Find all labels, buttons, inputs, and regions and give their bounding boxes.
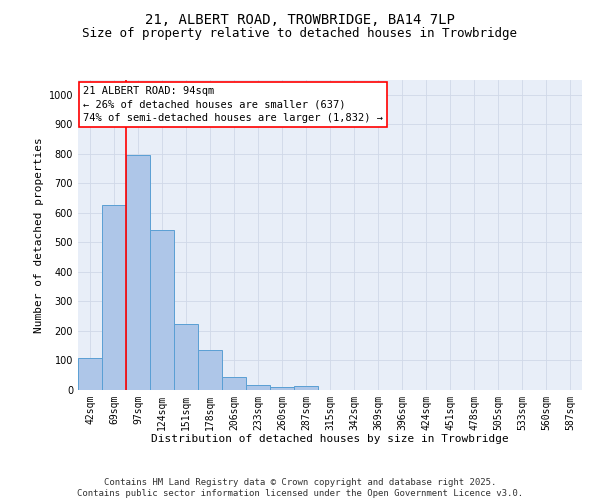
Bar: [222, 378, 246, 390]
Bar: [150, 230, 174, 390]
Bar: [294, 386, 318, 390]
Bar: [246, 386, 270, 390]
Bar: [174, 324, 198, 390]
Bar: [126, 155, 150, 390]
Text: 21, ALBERT ROAD, TROWBRIDGE, BA14 7LP: 21, ALBERT ROAD, TROWBRIDGE, BA14 7LP: [145, 12, 455, 26]
Y-axis label: Number of detached properties: Number of detached properties: [34, 137, 44, 333]
Bar: [198, 350, 222, 390]
Bar: [102, 204, 126, 390]
Text: Contains HM Land Registry data © Crown copyright and database right 2025.
Contai: Contains HM Land Registry data © Crown c…: [77, 478, 523, 498]
Text: 21 ALBERT ROAD: 94sqm
← 26% of detached houses are smaller (637)
74% of semi-det: 21 ALBERT ROAD: 94sqm ← 26% of detached …: [83, 86, 383, 122]
Bar: [270, 387, 294, 390]
Text: Size of property relative to detached houses in Trowbridge: Size of property relative to detached ho…: [83, 28, 517, 40]
Bar: [78, 358, 102, 390]
X-axis label: Distribution of detached houses by size in Trowbridge: Distribution of detached houses by size …: [151, 434, 509, 444]
